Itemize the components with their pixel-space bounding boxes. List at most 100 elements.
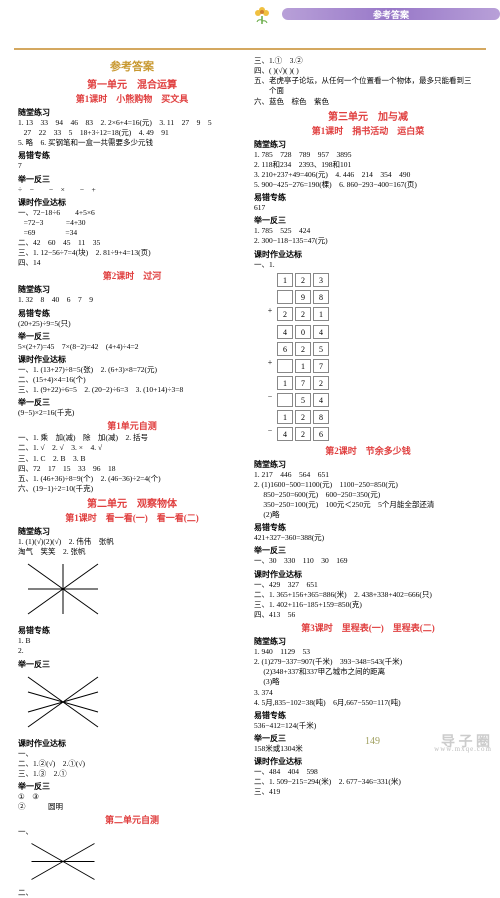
section-label: 课时作业达标 — [18, 738, 246, 749]
section-label: 课时作业达标 — [254, 569, 482, 580]
section-label: 随堂练习 — [18, 526, 246, 537]
answer-line: 1. (1)(√)(2)(√) 2. 伟伟 张帆 — [18, 537, 246, 547]
main-title: 参考答案 — [18, 58, 246, 74]
answer-line: 二、1.②(√) 2.①(√) — [18, 759, 246, 769]
answer-line: 二、1. √ 2. √ 3. × 4. √ — [18, 443, 246, 453]
lesson-title: 第1课时 小熊购物 买文具 — [18, 92, 246, 105]
answer-line: 三、1. 402+116−185+159=850(克) — [254, 600, 482, 610]
calc-grid: 12398+221 — [264, 272, 482, 322]
unit-title: 第三单元 加与减 — [254, 108, 482, 123]
answer-line: 4. 5月,835−102=38(吨) 6月,667−550=117(吨) — [254, 698, 482, 708]
answer-line: 3. 374 — [254, 688, 482, 698]
answer-line: 三、419 — [254, 787, 482, 797]
answer-line: 二、(15+4)×4=16(个) — [18, 375, 246, 385]
lesson-title: 第3课时 里程表(一) 里程表(二) — [254, 621, 482, 634]
answer-line: ① ③ — [18, 792, 246, 802]
answer-line: (2)略 — [254, 510, 482, 520]
answer-line: 27 22 33 5 18+3÷12=18(元) 4. 49 91 — [18, 128, 246, 138]
answer-line: 二、42 60 45 11 35 — [18, 238, 246, 248]
lesson-title: 第1课时 看一看(一) 看一看(二) — [18, 511, 246, 524]
answer-line: 五、老虎亭子论坛，从任何一个位置看一个物体，最多只能看到三 — [254, 76, 482, 86]
section-label: 随堂练习 — [254, 459, 482, 470]
answer-line: 7 — [18, 161, 246, 171]
answer-line: 一、30 330 110 30 169 — [254, 556, 482, 566]
section-label: 举一反三 — [18, 397, 246, 408]
answer-line: 一、 — [18, 749, 246, 759]
answer-line: 5. 900−425−276=190(棵) 6. 860−293−400=167… — [254, 180, 482, 190]
header-banner: 参考答案 — [282, 8, 500, 20]
section-label: 举一反三 — [18, 781, 246, 792]
answer-line: 1. 785 525 424 — [254, 226, 482, 236]
answer-line: 421+327−360=388(元) — [254, 533, 482, 543]
answer-line: 5. 略 6. 买钢笔和一盒一共需要多少元钱 — [18, 138, 246, 148]
flower-icon — [250, 2, 274, 26]
answer-line: 三、1. (9+22)÷6=5 2. (20−2)÷6=3 3. (10+14)… — [18, 385, 246, 395]
section-label: 举一反三 — [18, 659, 246, 670]
section-label: 易错专练 — [18, 625, 246, 636]
answer-line: (20+25)÷9=5(只) — [18, 319, 246, 329]
section-label: 举一反三 — [254, 215, 482, 226]
answer-line: 淘气 笑笑 2. 张帆 — [18, 547, 246, 557]
divider — [14, 48, 486, 50]
matching-diagram — [18, 559, 108, 619]
section-label: 举一反三 — [18, 174, 246, 185]
matching-diagram — [18, 672, 108, 732]
answer-line: 2. (1)279−337=907(千米) 393−348=543(千米) — [254, 657, 482, 667]
unit-title: 第一单元 混合运算 — [18, 76, 246, 91]
answer-line: (2)348+337和337甲乙城市之间的距离 — [254, 667, 482, 677]
answer-line: (3)略 — [254, 677, 482, 687]
answer-line: 1. 217 446 564 651 — [254, 470, 482, 480]
calc-grid: 404625+17172−54128−426 — [264, 324, 482, 442]
section-label: 课时作业达标 — [18, 197, 246, 208]
answer-line: 一、1. — [254, 260, 482, 270]
answer-line: 四、72 17 15 33 96 18 — [18, 464, 246, 474]
right-column: 三、1.① 3.② 四、( )(√)( )( ) 五、老虎亭子论坛，从任何一个位… — [250, 56, 486, 898]
answer-line: 1. B — [18, 636, 246, 646]
section-label: 随堂练习 — [18, 107, 246, 118]
answer-line: 一、72−18÷6 4+5×6 — [18, 208, 246, 218]
answer-line: 一、1. (13+27)÷8=5(张) 2. (6+3)×8=72(元) — [18, 365, 246, 375]
answer-line: 四、413 56 — [254, 610, 482, 620]
section-label: 课时作业达标 — [254, 756, 482, 767]
answer-line: 1. 13 33 94 46 83 2. 2×6+4=16(元) 3. 11 2… — [18, 118, 246, 128]
answer-line: 536−412=124(千米) — [254, 721, 482, 731]
section-label: 举一反三 — [18, 331, 246, 342]
test-title: 第二单元自测 — [18, 813, 246, 826]
lesson-title: 第2课时 节余多少钱 — [254, 444, 482, 457]
answer-line: 617 — [254, 203, 482, 213]
answer-line: 四、14 — [18, 258, 246, 268]
section-label: 随堂练习 — [254, 636, 482, 647]
answer-line: 六、(19−1)÷2=10(千克) — [18, 484, 246, 494]
answer-line: 850−250=600(元) 600−250=350(元) — [254, 490, 482, 500]
section-label: 易错专练 — [18, 308, 246, 319]
answer-line: 一、484 404 598 — [254, 767, 482, 777]
answer-line: 350−250=100(元) 100元＜250元 5个月能全部还清 — [254, 500, 482, 510]
section-label: 易错专练 — [254, 192, 482, 203]
answer-line: 二、1. 365+156+365=886(米) 2. 438+338+402=6… — [254, 590, 482, 600]
section-label: 易错专练 — [18, 150, 246, 161]
watermark-url: www.mxqe.com — [434, 745, 492, 753]
answer-line: 三、1. C 2. B 3. B — [18, 454, 246, 464]
section-label: 课时作业达标 — [18, 354, 246, 365]
answer-line: 三、1. 12−56÷7=4(块) 2. 81÷9+4=13(页) — [18, 248, 246, 258]
answer-line: 二、1. 509−215=294(米) 2. 677−346=331(米) — [254, 777, 482, 787]
answer-line: 1. 32 8 40 6 7 9 — [18, 295, 246, 305]
left-column: 参考答案 第一单元 混合运算 第1课时 小熊购物 买文具 随堂练习 1. 13 … — [14, 56, 250, 898]
answer-line: 2. — [18, 646, 246, 656]
lesson-title: 第1课时 捐书活动 运白菜 — [254, 124, 482, 137]
section-label: 课时作业达标 — [254, 249, 482, 260]
answer-line: 个面 — [254, 86, 482, 96]
answer-line: 2. 300−118−135=47(元) — [254, 236, 482, 246]
answer-line: 5×(2+7)=45 7×(8−2)=42 (4+4)÷4=2 — [18, 342, 246, 352]
answer-line: 一、429 327 651 — [254, 580, 482, 590]
unit-title: 第二单元 观察物体 — [18, 495, 246, 510]
section-label: 举一反三 — [254, 545, 482, 556]
answer-line: 一、1. 乘 加(减) 除 加(减) 2. 括号 — [18, 433, 246, 443]
answer-line: (9−5)×2=16(千克) — [18, 408, 246, 418]
answer-line: 2. 118和234 2393、198和101 — [254, 160, 482, 170]
lesson-title: 第2课时 过河 — [18, 269, 246, 282]
answer-line: 三、1.① 3.② — [254, 56, 482, 66]
section-label: 随堂练习 — [254, 139, 482, 150]
answer-line: 二、 — [18, 888, 246, 898]
section-label: 随堂练习 — [18, 284, 246, 295]
